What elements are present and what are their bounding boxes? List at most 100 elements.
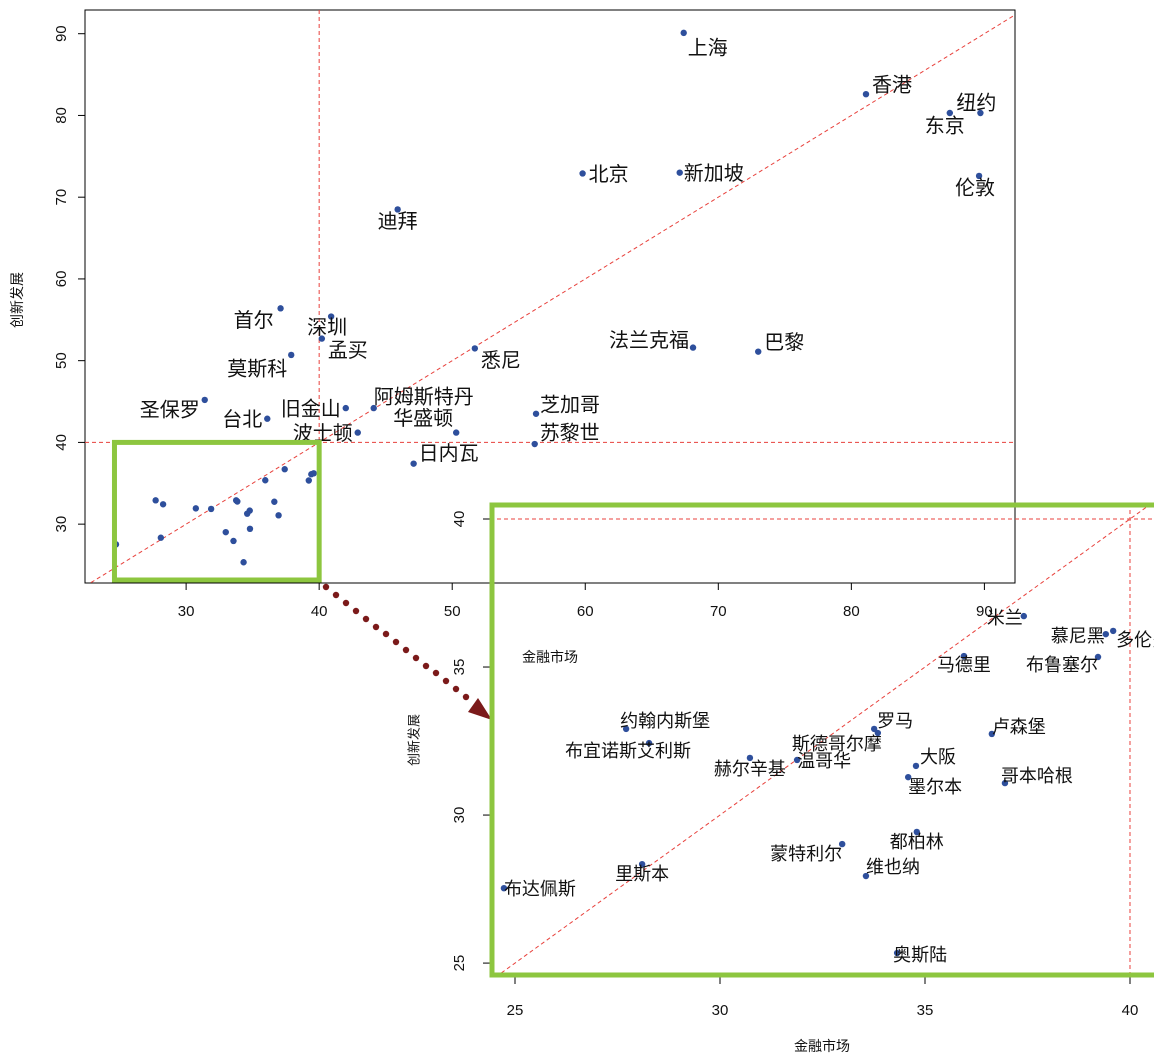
point-label: 北京 <box>589 162 629 186</box>
point-label: 华盛顿 <box>393 406 453 430</box>
x-tick-label: 40 <box>311 603 328 620</box>
point <box>500 884 508 892</box>
point <box>912 762 920 770</box>
y-tick-label: 40 <box>451 511 468 528</box>
point-label: 赫尔辛基 <box>714 759 786 780</box>
point <box>246 525 254 533</box>
inset-frame <box>489 502 1154 978</box>
point <box>638 860 646 868</box>
point-label: 纽约 <box>956 90 996 114</box>
y-tick-label: 25 <box>451 955 468 972</box>
x-tick-label: 50 <box>444 603 461 620</box>
point <box>793 756 801 764</box>
point-label: 圣保罗 <box>140 397 200 421</box>
x-tick-label: 60 <box>577 603 594 620</box>
point-label: 悉尼 <box>481 348 521 372</box>
point-label: 孟买 <box>328 338 368 362</box>
point-label: 莫斯科 <box>227 356 287 380</box>
point <box>1109 627 1117 635</box>
x-tick-label: 30 <box>712 1002 729 1019</box>
panel: 30 40 50 60 70 80 90 30 40 50 60 70 80 90 金融市场 创新发展 上海香港… <box>10 9 1016 666</box>
point <box>394 206 401 213</box>
point <box>310 470 317 477</box>
point-label: 卢森堡 <box>992 717 1046 738</box>
point <box>645 739 653 747</box>
point <box>579 170 586 177</box>
point <box>305 477 312 484</box>
y-axis-label: 创新发展 <box>10 272 26 328</box>
point <box>862 872 870 880</box>
point-label: 罗马 <box>877 711 913 732</box>
point-label: 里斯本 <box>615 864 669 885</box>
point <box>680 29 687 37</box>
point-label: 斯德哥尔摩 <box>792 734 882 755</box>
point-label: 米兰 <box>987 608 1023 629</box>
point <box>157 534 165 541</box>
point <box>222 528 229 536</box>
point-label: 日内瓦 <box>419 441 479 465</box>
point <box>354 429 361 436</box>
point-label: 大阪 <box>920 747 956 768</box>
point <box>1020 612 1028 620</box>
point-label: 伦敦 <box>955 175 995 199</box>
y-tick-label: 70 <box>53 189 70 206</box>
y-tick-label: 80 <box>53 107 70 124</box>
y-tick-label: 35 <box>451 659 468 676</box>
x-tick-label: 25 <box>507 1002 524 1019</box>
y-tick-label: 30 <box>451 807 468 824</box>
point-label: 布宜诺斯艾利斯 <box>565 741 691 762</box>
point-label: 马德里 <box>937 655 991 676</box>
point-label: 慕尼黑 <box>1051 626 1105 647</box>
diagonal-line <box>89 14 1015 583</box>
point <box>271 498 278 505</box>
x-tick-label: 40 <box>1122 1002 1139 1019</box>
point-label: 首尔 <box>234 308 274 332</box>
point-label: 布鲁塞尔 <box>1026 655 1098 676</box>
point <box>327 313 335 320</box>
point <box>281 466 288 473</box>
y-tick-label: 30 <box>53 516 70 533</box>
x-tick-label: 35 <box>917 1002 934 1019</box>
point-label: 东京 <box>925 113 965 137</box>
point <box>988 730 996 738</box>
point <box>453 429 460 436</box>
point-label: 上海 <box>688 35 728 59</box>
point-label: 温哥华 <box>797 751 851 772</box>
point <box>838 840 846 848</box>
plot-area <box>490 503 1154 977</box>
point <box>201 396 208 404</box>
point <box>207 505 215 513</box>
point <box>370 404 377 412</box>
point <box>893 949 901 957</box>
point <box>275 512 282 519</box>
x-tick-label: 30 <box>178 603 195 620</box>
y-tick-label: 60 <box>53 271 70 288</box>
point <box>676 169 683 176</box>
point <box>1102 630 1110 638</box>
point-label: 台北 <box>222 407 262 431</box>
x-axis-label: 金融市场 <box>794 1038 850 1054</box>
y-tick-label: 90 <box>53 25 70 42</box>
point-label: 芝加哥 <box>540 392 600 416</box>
point-label: 维也纳 <box>866 857 920 878</box>
zoom-box <box>111 439 322 583</box>
point-label: 都柏林 <box>890 832 944 853</box>
x-tick-label: 80 <box>843 603 860 620</box>
point <box>975 172 983 180</box>
point <box>342 404 349 412</box>
point <box>746 754 754 762</box>
point <box>862 90 870 98</box>
point-label: 法兰克福 <box>609 328 689 352</box>
point-label: 深圳 <box>307 315 347 339</box>
point <box>471 345 479 352</box>
point <box>977 109 984 117</box>
point <box>1001 779 1009 787</box>
point <box>264 415 271 422</box>
point-label: 香港 <box>872 73 912 97</box>
point <box>1094 653 1102 661</box>
point-label: 旧金山 <box>281 397 341 421</box>
point <box>318 335 326 342</box>
point-label: 苏黎世 <box>540 421 600 445</box>
point <box>531 440 538 448</box>
